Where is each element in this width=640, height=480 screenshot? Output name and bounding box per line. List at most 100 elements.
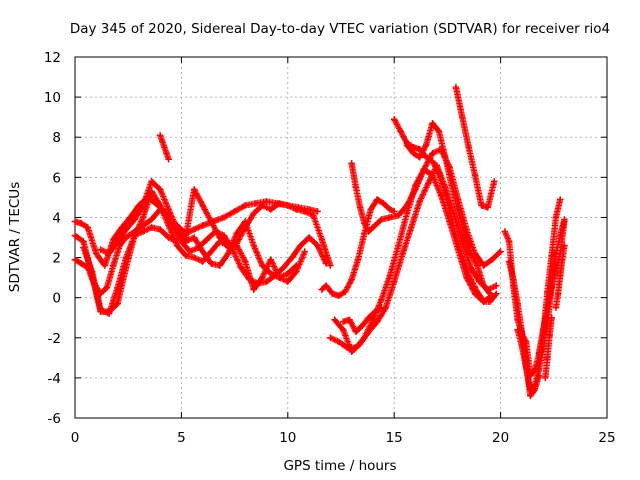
y-tick-label: -4 [48, 371, 61, 387]
data-point [139, 202, 147, 209]
data-point [263, 198, 270, 205]
data-point [465, 144, 472, 151]
series-track-11 [339, 304, 385, 335]
data-point [448, 216, 455, 223]
data-point [348, 160, 355, 167]
data-point [199, 258, 206, 265]
data-point [522, 362, 530, 370]
data-point [165, 206, 172, 213]
data-point [118, 224, 126, 231]
data-point [403, 210, 411, 217]
data-point [348, 276, 355, 283]
data-point [480, 282, 487, 289]
data-point [148, 178, 155, 185]
data-point [148, 216, 155, 223]
data-point [378, 296, 385, 303]
data-point [329, 290, 336, 297]
data-point [148, 224, 155, 231]
data-point [284, 278, 291, 285]
data-point [267, 206, 274, 213]
data-point [473, 262, 481, 269]
data-point [182, 252, 189, 259]
data-point [163, 150, 170, 157]
data-point [493, 282, 500, 289]
data-point [535, 372, 543, 380]
data-point [276, 274, 283, 281]
data-point [131, 232, 138, 239]
data-point [552, 214, 560, 221]
data-point [242, 218, 249, 225]
x-tick-label: 20 [492, 430, 509, 446]
data-point [354, 256, 362, 263]
data-point [318, 236, 326, 243]
data-point [408, 224, 415, 231]
data-point [467, 276, 475, 283]
y-tick-label: -6 [48, 411, 61, 427]
series-track-19 [542, 314, 555, 382]
data-point [435, 170, 443, 177]
data-point [259, 274, 266, 281]
data-point [391, 115, 398, 123]
data-point [561, 218, 568, 225]
data-point [310, 212, 317, 219]
data-point [561, 242, 568, 249]
data-point [216, 234, 223, 241]
data-point [352, 184, 360, 191]
data-point [473, 288, 481, 295]
data-point [242, 258, 249, 265]
data-point [386, 206, 394, 213]
data-point [267, 270, 274, 277]
data-point [342, 288, 349, 295]
data-point [259, 202, 266, 209]
data-point [199, 222, 206, 229]
data-point [173, 226, 181, 233]
data-point [122, 226, 130, 233]
y-tick-label: 6 [52, 170, 61, 186]
data-point [361, 220, 368, 227]
data-point [71, 218, 79, 225]
data-point [101, 262, 108, 269]
data-point [220, 214, 228, 221]
data-point [386, 272, 394, 279]
data-point [535, 366, 543, 374]
data-point [103, 284, 111, 291]
data-point [361, 230, 368, 237]
data-point [216, 262, 223, 269]
data-point [452, 83, 460, 91]
data-point [380, 200, 387, 207]
data-point [459, 113, 466, 121]
data-point [371, 308, 379, 315]
data-point [233, 242, 240, 249]
data-point [165, 156, 172, 163]
data-point [156, 226, 164, 233]
data-point [448, 182, 455, 189]
data-point [442, 190, 449, 197]
data-point [139, 214, 147, 221]
data-point [105, 250, 113, 257]
data-point [399, 250, 406, 257]
data-point [165, 222, 172, 229]
data-point [297, 242, 304, 249]
data-point [267, 256, 274, 263]
data-point [544, 304, 551, 311]
series-track-17 [505, 258, 543, 400]
data-point [207, 260, 215, 267]
data-point [250, 242, 257, 249]
data-point [331, 316, 338, 323]
data-point [478, 202, 485, 209]
data-point [161, 144, 168, 151]
data-point [93, 250, 100, 257]
data-point [471, 172, 479, 179]
x-tick-label: 15 [386, 430, 403, 446]
series-track-13 [403, 119, 494, 297]
data-point [556, 196, 564, 203]
data-point [429, 150, 436, 157]
data-point [497, 248, 504, 255]
x-tick-label: 10 [279, 430, 296, 446]
data-point [97, 246, 104, 253]
data-point [373, 318, 381, 325]
data-point [293, 268, 300, 275]
data-point [416, 154, 423, 161]
data-point [122, 254, 130, 261]
data-point [173, 238, 181, 245]
